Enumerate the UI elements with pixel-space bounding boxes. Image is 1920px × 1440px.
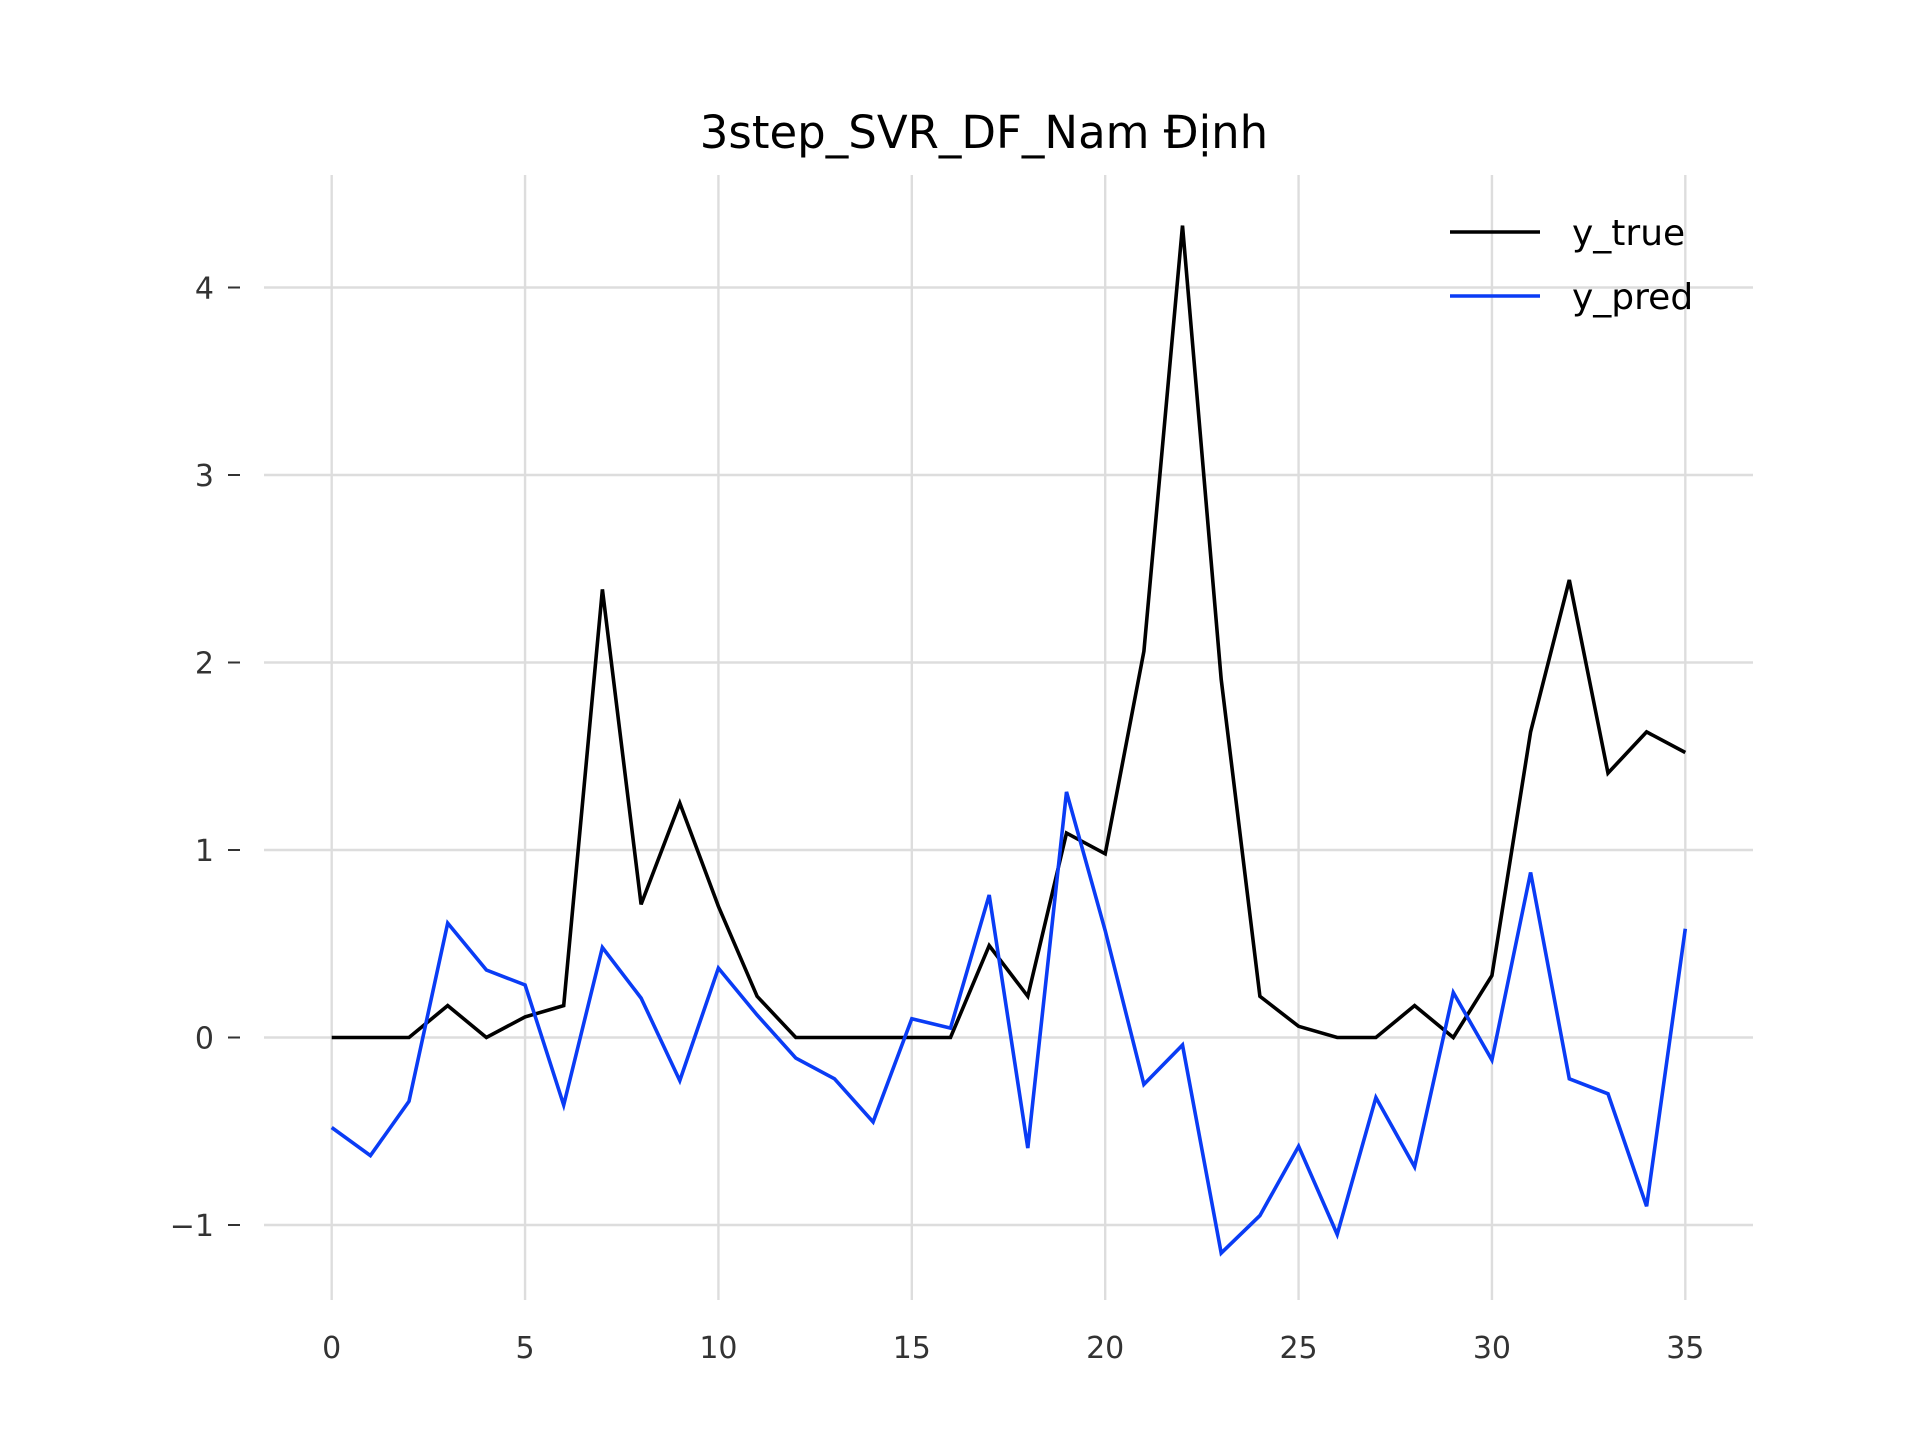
x-tick-label: 35	[1666, 1331, 1704, 1366]
legend: y_true y_pred	[1450, 213, 1693, 318]
y-tick-label: 0	[195, 1022, 214, 1057]
x-axis: 0 5 10 15 20 25 30 35	[322, 1331, 1704, 1366]
x-tick-label: 0	[322, 1331, 341, 1366]
x-tick-label: 20	[1086, 1331, 1124, 1366]
legend-label-y_true: y_true	[1572, 213, 1685, 254]
x-tick-label: 30	[1473, 1331, 1511, 1366]
chart-title: 3step_SVR_DF_Nam Định	[700, 106, 1268, 159]
x-tick-label: 10	[699, 1331, 737, 1366]
x-tick-label: 5	[516, 1331, 535, 1366]
y-axis: −1 0 1 2 3 4	[170, 272, 240, 1244]
y-tick-label: 1	[195, 834, 214, 869]
y-tick-label: 4	[195, 272, 214, 307]
x-tick-label: 25	[1279, 1331, 1317, 1366]
legend-label-y_pred: y_pred	[1572, 277, 1693, 318]
x-tick-label: 15	[893, 1331, 931, 1366]
series-line-y_true	[331, 225, 1687, 1041]
y-tick-label: 2	[195, 647, 214, 682]
y-tick-label: 3	[195, 459, 214, 494]
series-line-y_pred	[330, 791, 1688, 1257]
grid	[264, 175, 1753, 1300]
series-lines	[330, 225, 1688, 1257]
y-tick-label: −1	[170, 1209, 214, 1244]
